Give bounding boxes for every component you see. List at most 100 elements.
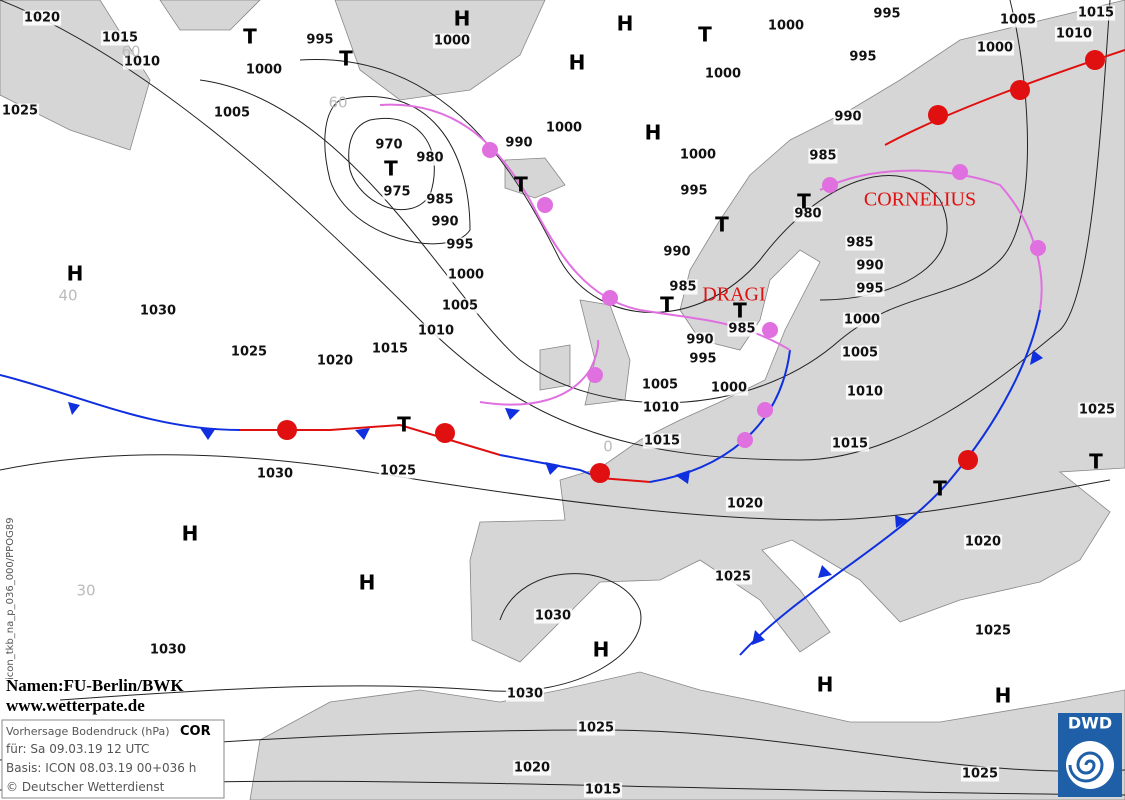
label-bg: [416, 323, 456, 339]
label-bg: [668, 279, 698, 295]
label-bg: [830, 436, 870, 452]
info-valid: für: Sa 09.03.19 12 UTC: [6, 742, 149, 756]
logo-text: DWD: [1068, 714, 1112, 733]
pressure-center: T: [339, 47, 353, 71]
label-bg: [963, 534, 1003, 550]
label-bg: [212, 105, 252, 121]
pressure-center: H: [182, 522, 199, 546]
label-bg: [679, 183, 709, 199]
isobar-label: 1005: [214, 106, 250, 121]
isobar-label: 995: [680, 184, 707, 199]
isobar-label: 1020: [514, 761, 550, 776]
label-bg: [315, 353, 355, 369]
isobar-label: 985: [728, 322, 755, 337]
isobar-label: 970: [375, 138, 402, 153]
isobar-label: 985: [809, 149, 836, 164]
isobar-label: 1025: [578, 721, 614, 736]
isobar-label: 995: [873, 7, 900, 22]
label-bg: [1077, 402, 1117, 418]
label-bg: [430, 214, 460, 230]
isobar-label: 1000: [844, 313, 880, 328]
label-bg: [709, 380, 749, 396]
label-bg: [100, 30, 140, 46]
cyclone-name: DRAGI: [702, 284, 765, 306]
isobar-label: 1015: [372, 342, 408, 357]
warm-front: [599, 477, 651, 483]
isobar-label: 990: [834, 110, 861, 125]
pressure-center: T: [514, 173, 528, 197]
label-bg: [725, 496, 765, 512]
isobar-label: 1020: [24, 11, 60, 26]
grid-label: 0: [603, 438, 613, 456]
pressure-center: T: [397, 413, 411, 437]
label-bg: [845, 235, 875, 251]
isobar-label: 985: [426, 193, 453, 208]
label-bg: [432, 33, 472, 49]
info-basis: Basis: ICON 08.03.19 00+036 h: [6, 761, 196, 775]
isobar-label: 1025: [380, 464, 416, 479]
occlusion: [379, 103, 791, 351]
label-bg: [840, 345, 880, 361]
label-bg: [512, 760, 552, 776]
isobar-label: 1000: [977, 41, 1013, 56]
isobar-label: 1000: [705, 67, 741, 82]
label-bg: [255, 466, 295, 482]
label-bg: [642, 433, 682, 449]
isobar: [199, 0, 1028, 404]
pressure-center: H: [569, 51, 586, 75]
cold-front: [739, 309, 1041, 656]
isobar: [59, 573, 642, 701]
label-bg: [544, 120, 584, 136]
label-bg: [22, 10, 62, 26]
label-bg: [833, 109, 863, 125]
pressure-center: T: [715, 213, 729, 237]
label-bg: [305, 32, 335, 48]
pressure-center: H: [817, 673, 834, 697]
label-bg: [975, 40, 1015, 56]
attribution-url: www.wetterpate.de: [6, 696, 145, 715]
label-bg: [848, 49, 878, 65]
isobar-label: 995: [446, 238, 473, 253]
grid-label: 30: [76, 582, 95, 600]
isobar-label: 1005: [842, 346, 878, 361]
isobar: [0, 0, 1111, 461]
pressure-center: T: [1089, 450, 1103, 474]
label-bg: [415, 150, 445, 166]
isobar-label: 1000: [246, 63, 282, 78]
label-bg: [855, 281, 885, 297]
isobar-label: 1025: [975, 624, 1011, 639]
isobar-label: 1015: [585, 783, 621, 798]
isobar-label: 1020: [965, 535, 1001, 550]
isobar: [348, 118, 435, 211]
isobar-label: 990: [856, 259, 883, 274]
label-bg: [845, 384, 885, 400]
pressure-center: H: [645, 121, 662, 145]
fronts: [0, 49, 1125, 656]
grid-label: 60: [328, 94, 347, 112]
info-code: COR: [180, 724, 211, 739]
pressure-center: T: [797, 190, 811, 214]
pressure-center: T: [698, 23, 712, 47]
pressure-center: H: [593, 638, 610, 662]
info-copyright: © Deutscher Wetterdienst: [6, 780, 165, 794]
label-bg: [641, 400, 681, 416]
isobar-label: 985: [669, 280, 696, 295]
label-bg: [505, 686, 545, 702]
grid-label: 60: [121, 43, 140, 61]
pressure-center: T: [933, 477, 947, 501]
isobar: [0, 454, 1111, 521]
isobar-label: 1030: [140, 304, 176, 319]
label-bg: [678, 147, 718, 163]
label-bg: [960, 766, 1000, 782]
label-bg: [374, 137, 404, 153]
occlusion: [819, 169, 1043, 311]
isobar-label: 1025: [1079, 403, 1115, 418]
label-bg: [685, 332, 715, 348]
cyclone-name: CORNELIUS: [864, 189, 976, 211]
label-bg: [382, 184, 412, 200]
isobar-label: 1005: [642, 378, 678, 393]
label-bg: [440, 298, 480, 314]
label-bg: [583, 782, 623, 798]
isobar-label: 1025: [2, 104, 38, 119]
